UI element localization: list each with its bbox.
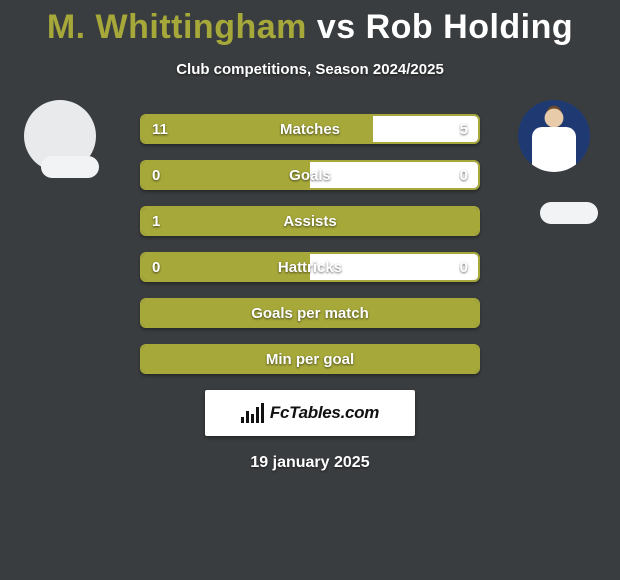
stat-value-right <box>458 346 478 372</box>
stat-row: Goals0 0 <box>140 160 480 190</box>
stat-label: Assists <box>142 208 478 234</box>
stat-label: Matches <box>142 116 478 142</box>
date: 19 january 2025 <box>0 454 620 472</box>
stat-value-left <box>142 300 162 326</box>
stat-value-left <box>142 346 162 372</box>
player-2-avatar <box>518 100 590 172</box>
stat-value-right <box>458 300 478 326</box>
versus-separator: vs <box>317 8 356 46</box>
branding-box: FcTables.com <box>205 390 415 436</box>
stat-row: Assists1 <box>140 206 480 236</box>
stat-label: Goals per match <box>142 300 478 326</box>
stat-value-right <box>458 208 478 234</box>
comparison-title: M. Whittingham vs Rob Holding <box>0 0 620 47</box>
stat-value-left: 1 <box>142 208 170 234</box>
subtitle: Club competitions, Season 2024/2025 <box>0 61 620 78</box>
player-1-name: M. Whittingham <box>47 8 307 46</box>
player-2-flag-pill <box>540 202 598 224</box>
branding-text: FcTables.com <box>270 403 379 423</box>
stat-label: Hattricks <box>142 254 478 280</box>
stat-row: Min per goal <box>140 344 480 374</box>
player-1-flag-pill <box>41 156 99 178</box>
stat-row: Hattricks0 0 <box>140 252 480 282</box>
stat-value-left: 0 <box>142 162 170 188</box>
stat-value-right: 5 <box>450 116 478 142</box>
stat-label: Goals <box>142 162 478 188</box>
stat-value-right: 0 <box>450 254 478 280</box>
stat-row: Goals per match <box>140 298 480 328</box>
stat-row: Matches11 5 <box>140 114 480 144</box>
stat-value-left: 11 <box>142 116 178 142</box>
stat-value-right: 0 <box>450 162 478 188</box>
stat-rows: Matches115Goals00Assists1Hattricks00Goal… <box>140 114 480 374</box>
branding-bars-icon <box>241 403 264 423</box>
stat-label: Min per goal <box>142 346 478 372</box>
player-2-name: Rob Holding <box>366 8 574 46</box>
comparison-chart: Matches115Goals00Assists1Hattricks00Goal… <box>0 114 620 374</box>
stat-value-left: 0 <box>142 254 170 280</box>
